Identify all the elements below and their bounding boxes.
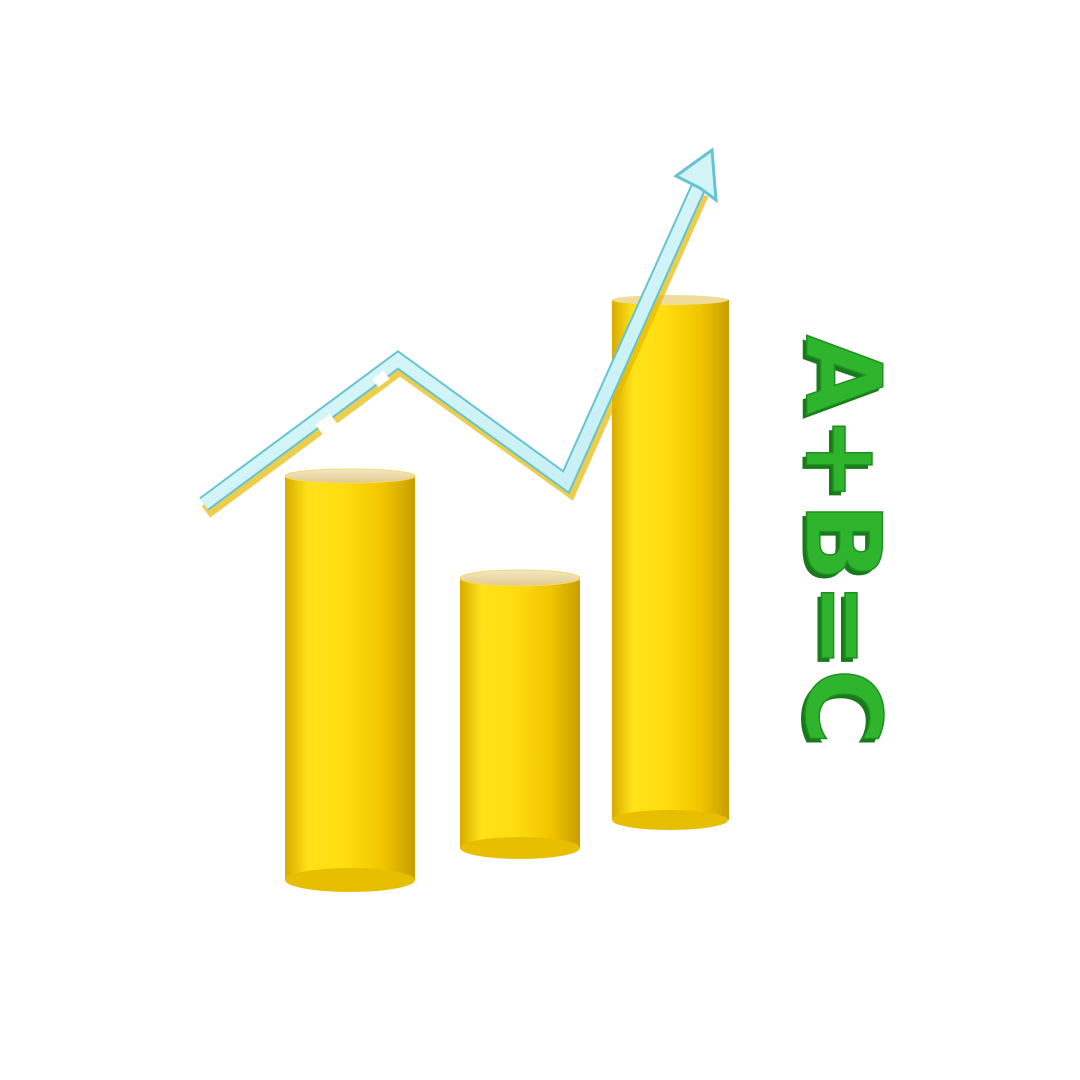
- svg-text:A+B=C: A+B=C: [782, 335, 904, 745]
- bar-cylinder-1: [284, 468, 416, 892]
- trend-arrow-icon: [199, 147, 718, 518]
- svg-text:A+B=C: A+B=C: [778, 339, 900, 749]
- formula-graphic: A+B=C A+B=C: [778, 334, 905, 749]
- bar-cylinder-3: [612, 295, 729, 830]
- bar-cylinder-2: [459, 569, 581, 859]
